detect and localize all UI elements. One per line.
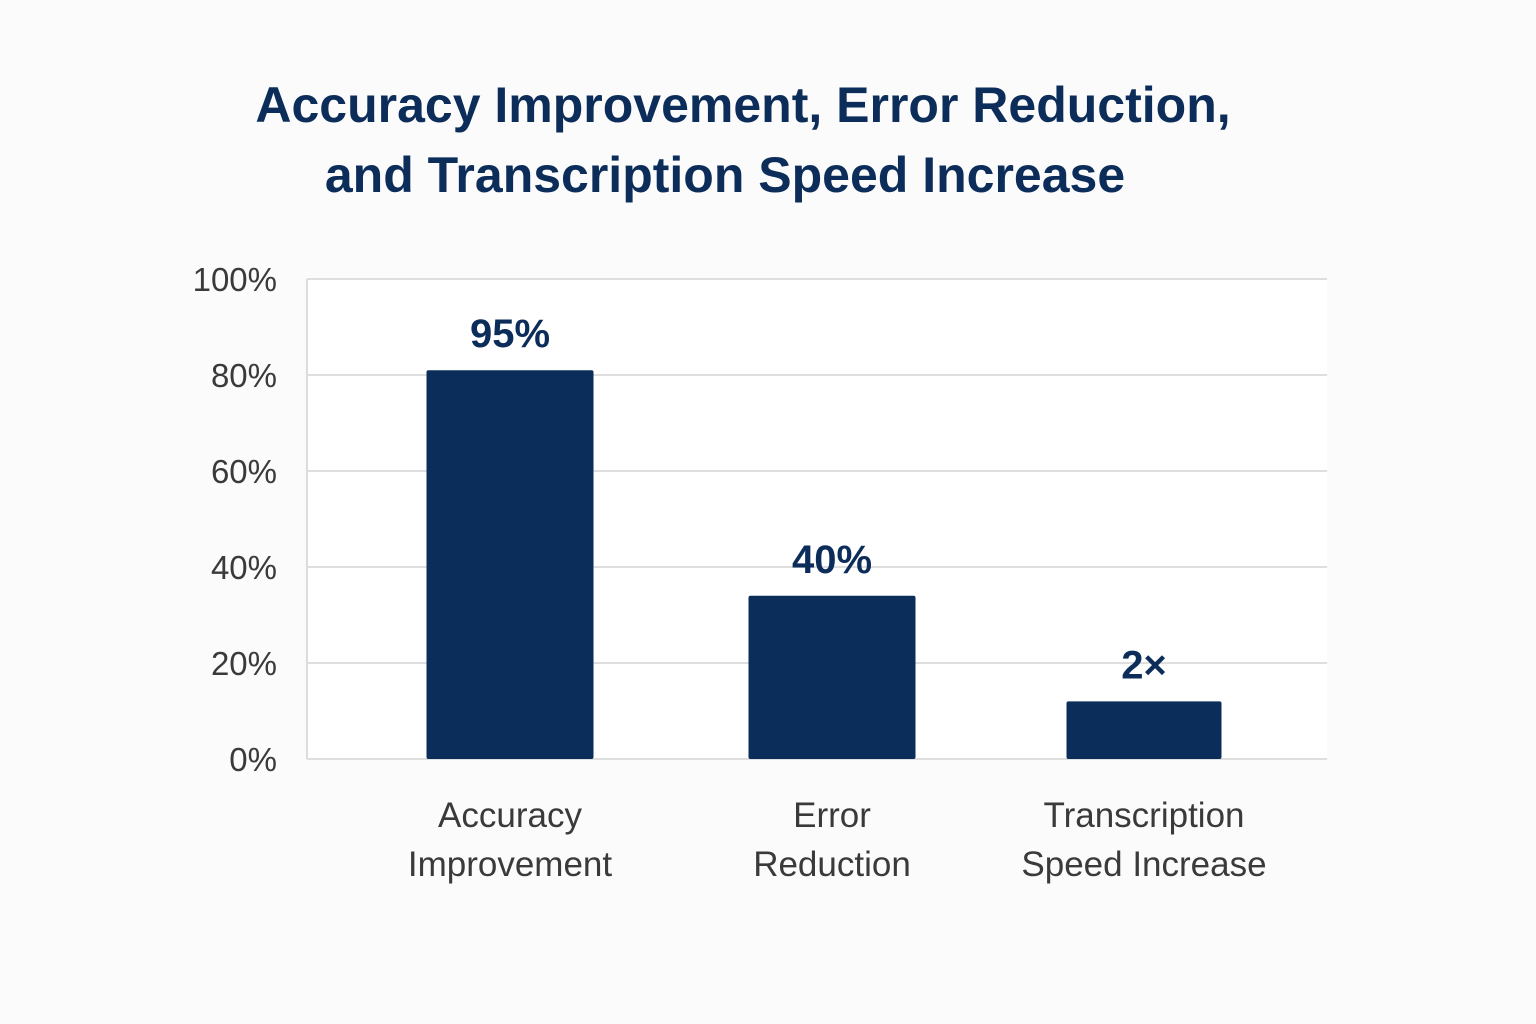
category-label: Improvement bbox=[408, 845, 613, 884]
y-tick-label: 40% bbox=[211, 549, 277, 586]
bar bbox=[1066, 701, 1222, 759]
data-label: 2× bbox=[1121, 643, 1167, 687]
bar bbox=[426, 370, 594, 759]
y-tick-labels: 0% 20% 40% 60% 80% 100% bbox=[193, 261, 277, 778]
category-labels: Accuracy Improvement Error Reduction Transcr… bbox=[408, 796, 1267, 884]
y-tick-label: 80% bbox=[211, 357, 277, 394]
data-labels: 95% 40% 2× bbox=[470, 312, 1167, 687]
category-label: Error bbox=[793, 796, 871, 835]
bars bbox=[426, 370, 1222, 759]
chart-title: Accuracy Improvement, Error Reduction, a… bbox=[0, 70, 1536, 210]
y-tick-label: 20% bbox=[211, 645, 277, 682]
bar bbox=[748, 595, 916, 759]
category-label: Speed Increase bbox=[1021, 845, 1266, 884]
data-label: 40% bbox=[792, 538, 872, 582]
category-label: Accuracy bbox=[438, 796, 582, 835]
category-label: Reduction bbox=[753, 845, 911, 884]
chart-title-line-2: and Transcription Speed Increase bbox=[324, 147, 1126, 203]
y-tick-label: 0% bbox=[229, 741, 277, 778]
chart-title-line-1: Accuracy Improvement, Error Reduction, bbox=[255, 77, 1231, 133]
y-tick-label: 100% bbox=[193, 261, 277, 298]
category-label: Transcription bbox=[1044, 796, 1245, 835]
data-label: 95% bbox=[470, 312, 550, 356]
y-tick-label: 60% bbox=[211, 453, 277, 490]
